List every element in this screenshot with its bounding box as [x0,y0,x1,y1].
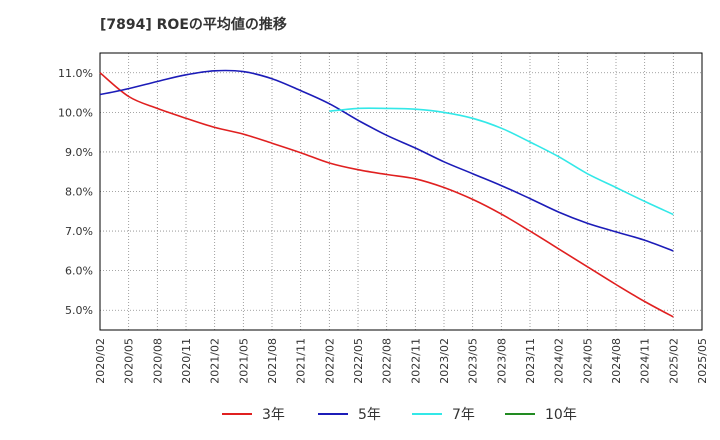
x-tick-label: 2023/02 [438,338,451,384]
x-tick-label: 2022/11 [409,338,422,384]
legend-item-10y[interactable]: 10年 [505,402,577,426]
x-tick-label: 2024/05 [581,338,594,384]
x-tick-label: 2023/08 [495,338,508,384]
y-tick-label: 10.0% [58,106,93,119]
x-tick-label: 2020/02 [94,338,107,384]
legend-swatch-3y [222,413,252,415]
x-tick-label: 2021/05 [237,338,250,384]
series-line-2 [329,107,674,216]
legend-item-3y[interactable]: 3年 [222,402,285,426]
y-tick-label: 6.0% [65,265,93,278]
series-line-1 [99,69,674,252]
legend-label-5y: 5年 [358,407,381,423]
legend-label-10y: 10年 [545,407,577,423]
x-tick-label: 2023/05 [467,338,480,384]
x-tick-label: 2022/02 [323,338,336,384]
x-tick-label: 2021/11 [295,338,308,384]
series-line-0 [99,72,674,318]
legend-swatch-5y [318,413,348,415]
x-tick-label: 2024/08 [610,338,623,384]
y-tick-label: 7.0% [65,225,93,238]
x-tick-label: 2020/11 [180,338,193,384]
legend-label-7y: 7年 [452,407,475,423]
y-tick-label: 5.0% [65,304,93,317]
x-tick-label: 2021/02 [209,338,222,384]
legend-item-5y[interactable]: 5年 [318,402,381,426]
x-tick-label: 2022/05 [352,338,365,384]
x-tick-label: 2025/05 [696,338,709,384]
plot-frame [99,52,703,331]
legend-swatch-7y [412,413,442,415]
y-tick-label: 8.0% [65,186,93,199]
y-tick-label: 9.0% [65,146,93,159]
chart-title: [7894] ROEの平均値の推移 [100,17,287,33]
x-tick-label: 2023/11 [524,338,537,384]
chart-legend: 3年 5年 7年 10年 [0,402,720,426]
x-tick-label: 2025/02 [667,338,680,384]
x-tick-label: 2022/08 [381,338,394,384]
x-tick-label: 2024/02 [553,338,566,384]
legend-item-7y[interactable]: 7年 [412,402,475,426]
y-tick-label: 11.0% [58,67,93,80]
x-tick-label: 2020/05 [123,338,136,384]
x-tick-label: 2021/08 [266,338,279,384]
legend-swatch-10y [505,413,535,415]
legend-label-3y: 3年 [262,407,285,423]
x-tick-label: 2024/11 [639,338,652,384]
x-tick-label: 2020/08 [151,338,164,384]
